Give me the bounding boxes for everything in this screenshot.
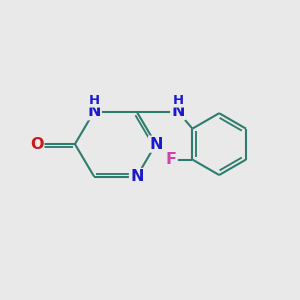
Text: N: N [149,136,163,152]
Text: N: N [87,104,101,119]
Text: H: H [172,94,184,107]
Text: H: H [88,94,100,107]
Text: O: O [30,136,43,152]
Text: N: N [171,104,185,119]
Text: F: F [166,152,177,167]
Text: N: N [130,169,143,184]
